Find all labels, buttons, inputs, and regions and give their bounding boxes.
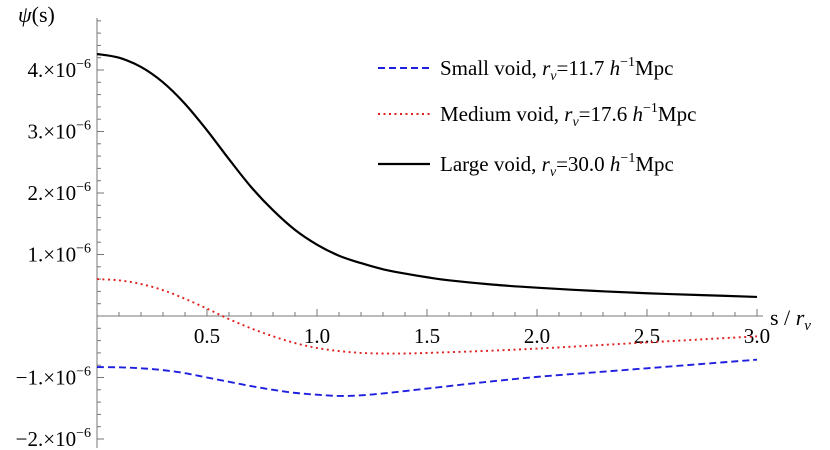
legend-label-large-void: Large void, rv=30.0 h−1Mpc: [440, 151, 674, 180]
y-tick-label: 2.×10−6: [28, 180, 92, 205]
x-tick-label: 1.5: [414, 324, 440, 348]
y-tick-label: 4.×10−6: [28, 57, 92, 82]
series-line-medium-void: [96, 278, 758, 355]
tick-labels: 0.5 1.0 1.5 2.0 2.5 3.0 4.×10−6 3.×10−6 2.×10−6 1…: [16, 57, 770, 450]
series-line-large-void: [96, 52, 758, 299]
series-layer: [96, 52, 758, 397]
x-axis-label: s / rv: [770, 305, 811, 334]
legend-label-medium-void: Medium void, rv=17.6 h−1Mpc: [440, 101, 696, 130]
x-tick-label: 2.0: [524, 324, 550, 348]
legend: Small void, rv=11.7 h−1Mpc Medium void, r…: [378, 55, 696, 180]
series-line-small-void: [96, 358, 758, 397]
x-tick-label: 2.5: [634, 324, 660, 348]
y-axis-label: ψ(s): [18, 2, 55, 27]
y-tick-label: 1.×10−6: [28, 242, 92, 267]
legend-label-small-void: Small void, rv=11.7 h−1Mpc: [440, 55, 673, 84]
axes: [96, 18, 763, 448]
y-tick-label: −1.×10−6: [16, 365, 91, 390]
x-tick-label: 0.5: [194, 324, 220, 348]
x-tick-label: 1.0: [304, 324, 330, 348]
y-tick-label: −2.×10−6: [16, 426, 91, 450]
y-tick-label: 3.×10−6: [28, 119, 92, 144]
ticks: [97, 20, 758, 440]
x-tick-label: 3.0: [744, 324, 770, 348]
